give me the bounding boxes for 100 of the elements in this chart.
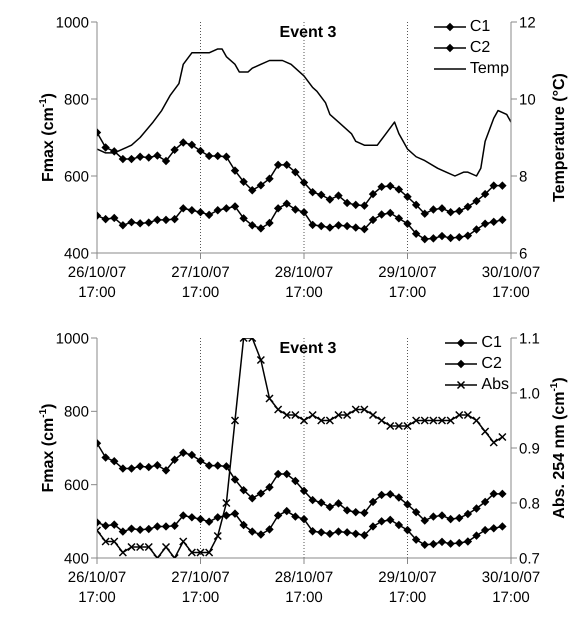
- point: [326, 503, 334, 512]
- x-tick-label: 27/10/07 17:00: [171, 264, 230, 301]
- point: [420, 235, 429, 244]
- point: [369, 522, 377, 530]
- point: [136, 219, 144, 228]
- y2-axis-title: Temperature (°C): [551, 73, 568, 202]
- chart-title: Event 3: [280, 24, 336, 41]
- point: [404, 192, 412, 201]
- point: [386, 208, 394, 217]
- point: [343, 528, 352, 536]
- point: [317, 190, 326, 199]
- point: [352, 200, 360, 209]
- point: [368, 410, 378, 420]
- point: [188, 140, 196, 149]
- point: [481, 220, 490, 228]
- point: [170, 215, 179, 224]
- point: [282, 507, 291, 516]
- point: [179, 448, 188, 457]
- point: [360, 225, 368, 234]
- point: [300, 515, 308, 524]
- y2-tick-label: 0.8: [519, 495, 540, 512]
- point: [308, 410, 317, 420]
- point: [110, 214, 118, 222]
- point: [144, 463, 153, 472]
- point: [240, 486, 248, 494]
- point: [231, 166, 239, 175]
- point: [369, 216, 377, 224]
- point: [464, 202, 472, 211]
- point: [179, 511, 188, 520]
- x-tick-label: 26/10/07 17:00: [68, 569, 126, 606]
- point: [317, 528, 326, 536]
- point: [205, 518, 214, 526]
- point: [136, 526, 144, 534]
- point: [256, 181, 265, 190]
- y-tick-label: 600: [64, 476, 89, 494]
- point: [300, 486, 308, 495]
- point: [256, 224, 265, 232]
- point: [438, 232, 446, 240]
- point: [110, 147, 118, 156]
- y2-tick-label: 8: [519, 168, 528, 186]
- point: [266, 218, 274, 227]
- point: [170, 456, 179, 464]
- y2-tick-label: 0.9: [519, 440, 540, 458]
- point: [490, 182, 498, 190]
- y-tick-label: 1000: [56, 14, 89, 32]
- point: [326, 224, 334, 232]
- x-tick-label: 29/10/07 17:00: [378, 264, 437, 301]
- point: [472, 504, 480, 512]
- point: [429, 512, 438, 521]
- point: [144, 154, 153, 162]
- point: [446, 208, 455, 216]
- point: [102, 144, 110, 152]
- point: [300, 178, 308, 187]
- point: [343, 506, 352, 514]
- point: [118, 528, 127, 536]
- point: [205, 462, 214, 470]
- point: [394, 185, 403, 194]
- point: [386, 516, 394, 524]
- point: [214, 206, 222, 214]
- point: [274, 470, 282, 478]
- point: [266, 174, 274, 183]
- point: [282, 470, 291, 478]
- point: [404, 500, 412, 508]
- point: [308, 496, 317, 504]
- point: [179, 537, 188, 546]
- y2-tick-label: 10: [519, 91, 536, 108]
- point: [490, 524, 498, 532]
- legend-label: C1: [481, 334, 502, 351]
- point: [464, 232, 472, 240]
- point: [481, 190, 490, 198]
- point: [222, 462, 230, 470]
- point: [248, 528, 256, 536]
- point: [334, 192, 342, 200]
- point: [394, 494, 403, 502]
- point: [196, 146, 204, 155]
- point: [110, 457, 118, 466]
- point: [291, 168, 300, 176]
- point: [334, 499, 342, 508]
- point: [222, 204, 230, 212]
- point: [144, 218, 153, 227]
- point: [334, 221, 342, 230]
- point: [438, 204, 446, 212]
- legend-label: C2: [470, 39, 490, 56]
- point: [308, 188, 317, 196]
- point: [498, 490, 506, 498]
- point: [326, 530, 334, 538]
- point: [118, 548, 128, 557]
- point: [266, 525, 274, 534]
- point: [118, 221, 127, 230]
- point: [128, 464, 136, 473]
- point: [429, 540, 438, 548]
- point: [266, 483, 274, 492]
- point: [464, 510, 472, 518]
- point: [196, 515, 204, 524]
- x-tick-label: 29/10/07 17:00: [378, 569, 437, 606]
- point: [265, 394, 274, 403]
- point: [377, 416, 386, 425]
- point: [240, 521, 248, 529]
- point: [214, 152, 222, 160]
- point: [300, 416, 308, 425]
